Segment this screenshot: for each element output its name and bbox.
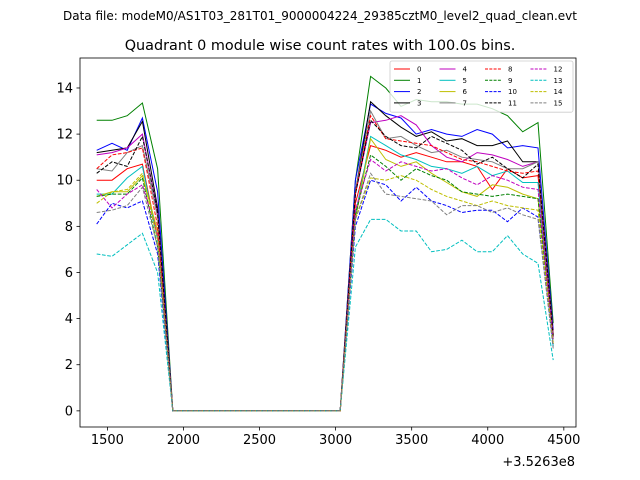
x-tick-label: 2000 bbox=[167, 433, 200, 448]
legend-label-11: 11 bbox=[508, 99, 517, 107]
axes-frame bbox=[79, 57, 577, 428]
legend-label-8: 8 bbox=[508, 66, 512, 74]
x-tick-label: 4000 bbox=[471, 433, 504, 448]
legend-label-3: 3 bbox=[417, 99, 421, 107]
legend-label-12: 12 bbox=[554, 66, 563, 74]
chart-title: Quadrant 0 module wise count rates with … bbox=[125, 38, 516, 54]
x-tick-label: 4500 bbox=[547, 433, 580, 448]
legend-label-0: 0 bbox=[417, 66, 421, 74]
y-tick-label: 10 bbox=[56, 174, 73, 189]
x-offset-label: +3.5263e8 bbox=[502, 455, 575, 470]
x-tick-label: 3500 bbox=[395, 433, 428, 448]
legend-label-5: 5 bbox=[463, 77, 467, 85]
plot-area: 1500 2000 2500 3000 3500 4000 4500024681012140… bbox=[56, 57, 580, 448]
legend-label-9: 9 bbox=[508, 77, 512, 85]
legend-label-13: 13 bbox=[554, 77, 563, 85]
y-tick-label: 6 bbox=[65, 266, 73, 281]
legend-label-2: 2 bbox=[417, 88, 421, 96]
x-tick-label: 2500 bbox=[243, 433, 276, 448]
legend-frame bbox=[389, 60, 574, 113]
y-tick-label: 2 bbox=[65, 358, 73, 373]
legend-label-6: 6 bbox=[463, 88, 468, 96]
supertitle: Data file: modeM0/AS1T03_281T01_90000042… bbox=[63, 9, 577, 23]
legend-label-4: 4 bbox=[463, 66, 468, 74]
y-tick-label: 14 bbox=[56, 81, 73, 96]
series-line-14 bbox=[96, 172, 554, 412]
y-tick-label: 4 bbox=[65, 312, 73, 327]
legend-label-14: 14 bbox=[554, 88, 563, 96]
series-line-15 bbox=[96, 172, 554, 412]
x-tick-label: 1500 bbox=[91, 433, 124, 448]
y-tick-label: 0 bbox=[65, 404, 73, 419]
x-tick-label: 3000 bbox=[319, 433, 352, 448]
legend-label-10: 10 bbox=[508, 88, 517, 96]
y-tick-label: 8 bbox=[65, 220, 73, 235]
y-tick-label: 12 bbox=[56, 128, 73, 143]
legend-label-7: 7 bbox=[463, 99, 467, 107]
legend-label-15: 15 bbox=[554, 99, 563, 107]
legend-label-1: 1 bbox=[417, 77, 421, 85]
